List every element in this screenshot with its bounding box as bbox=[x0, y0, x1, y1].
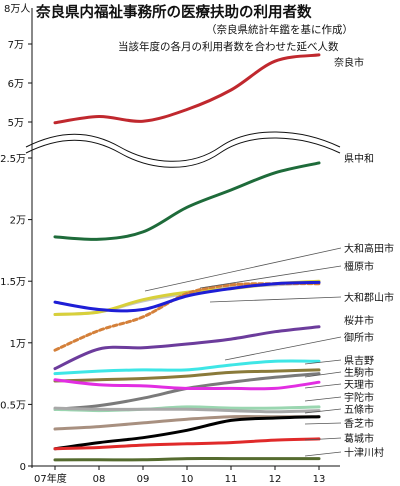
leader-line bbox=[144, 247, 342, 292]
leader-line bbox=[209, 296, 342, 303]
series-line bbox=[53, 282, 321, 352]
series-line bbox=[53, 53, 321, 125]
leader-line bbox=[304, 451, 342, 457]
leader-line bbox=[304, 359, 342, 365]
series-label: 県中和 bbox=[344, 152, 374, 165]
leader-line bbox=[304, 383, 342, 389]
x-tick-label: 12 bbox=[269, 474, 282, 485]
x-tick-label: 10 bbox=[181, 474, 194, 485]
series-label: 橿原市 bbox=[344, 260, 374, 273]
series-line bbox=[53, 415, 321, 451]
y-tick-label: 6万 bbox=[8, 79, 24, 90]
y-tick-label: 2.5万 bbox=[0, 154, 26, 165]
leader-line bbox=[304, 371, 342, 378]
leader-line bbox=[304, 422, 342, 425]
x-tick-label: 07年度 bbox=[34, 472, 67, 485]
series-line bbox=[53, 437, 321, 451]
series-line bbox=[53, 368, 321, 383]
series-line bbox=[53, 325, 321, 371]
series-lines bbox=[53, 53, 321, 462]
y-ticks-lower: 0 0.5万 1万 1.5万 2万 2.5万 bbox=[0, 154, 32, 473]
series-label: 十津川村 bbox=[344, 446, 384, 459]
y-tick-label: 1万 bbox=[10, 339, 26, 350]
series-label: 大和高田市 bbox=[344, 242, 394, 255]
y-tick-label: 1.5万 bbox=[0, 277, 26, 288]
series-label: 県吉野 bbox=[344, 355, 374, 367]
series-label: 葛城市 bbox=[344, 432, 374, 445]
series-label: 生駒市 bbox=[344, 366, 374, 379]
chart-subtitle-source: （奈良県統計年鑑を基に作成） bbox=[206, 23, 353, 36]
series-label: 天理市 bbox=[344, 378, 374, 391]
y-tick-label: 7万 bbox=[8, 40, 24, 51]
y-unit-label: 8万人 bbox=[4, 3, 30, 15]
y-tick-label: 5万 bbox=[8, 118, 24, 129]
series-line bbox=[53, 406, 321, 414]
y-tick-label: 0.5万 bbox=[0, 400, 26, 411]
series-line bbox=[53, 161, 321, 241]
leader-line bbox=[304, 396, 342, 402]
leader-line bbox=[199, 265, 342, 289]
series-label: 宇陀市 bbox=[344, 391, 374, 404]
chart-subtitle-note: 当該年度の各月の利用者数を合わせた延べ人数 bbox=[118, 40, 339, 53]
series-line bbox=[53, 280, 321, 313]
series-labels: 奈良市県中和大和高田市橿原市大和郡山市桜井市御所市県吉野生駒市天理市宇陀市五條市… bbox=[334, 56, 394, 459]
x-tick-label: 08 bbox=[93, 474, 106, 485]
series-label: 大和郡山市 bbox=[344, 291, 394, 304]
series-line bbox=[53, 378, 321, 391]
leader-line bbox=[304, 408, 342, 414]
label-leader-lines bbox=[144, 247, 342, 457]
series-label: 桜井市 bbox=[344, 314, 374, 327]
series-label: 御所市 bbox=[344, 331, 374, 344]
axis-break-line-bottom bbox=[25, 137, 341, 168]
x-tick-label: 11 bbox=[225, 474, 238, 485]
series-label: 奈良市 bbox=[334, 56, 364, 69]
x-tick-label: 09 bbox=[137, 474, 150, 485]
series-label: 香芝市 bbox=[344, 417, 374, 430]
y-tick-label: 0 bbox=[20, 462, 26, 473]
leader-line bbox=[304, 437, 342, 441]
series-line bbox=[53, 359, 321, 376]
series-label: 五條市 bbox=[344, 403, 374, 416]
series-line bbox=[53, 457, 321, 462]
chart-title: 奈良県内福祉事務所の医療扶助の利用者数 bbox=[35, 3, 312, 21]
axis-break-line-top bbox=[25, 131, 341, 162]
x-tick-label: 13 bbox=[313, 474, 326, 485]
y-ticks-upper: 5万 6万 7万 bbox=[8, 40, 32, 129]
leader-line bbox=[224, 336, 342, 361]
y-tick-label: 2万 bbox=[10, 216, 26, 227]
x-ticks: 07年度 08 09 10 11 12 13 bbox=[34, 466, 325, 485]
